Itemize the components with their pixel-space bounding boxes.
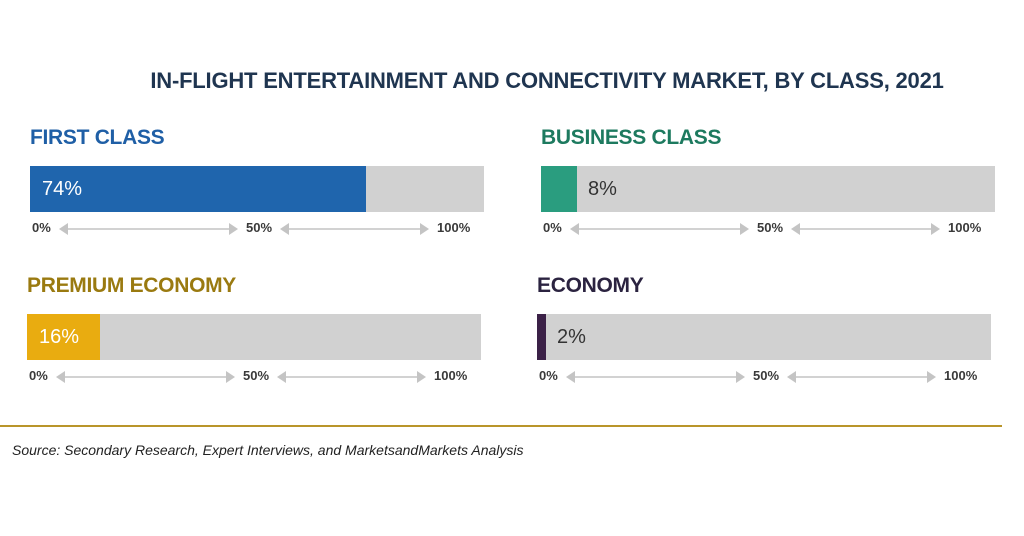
scale-arrows xyxy=(570,223,940,235)
scale-axis: 0% 50% 100% xyxy=(537,366,991,390)
category-label: ECONOMY xyxy=(537,274,644,297)
value-label: 8% xyxy=(588,178,617,200)
bar-fill xyxy=(541,166,577,212)
value-label: 2% xyxy=(557,326,586,348)
divider-line xyxy=(0,425,1002,427)
scale-tick-label: 50% xyxy=(753,368,780,383)
double-arrow-icon xyxy=(277,371,426,383)
scale-tick-label: 0% xyxy=(543,220,562,235)
scale-tick-label: 100% xyxy=(944,368,978,383)
double-arrow-icon xyxy=(280,223,429,235)
bar-track: 2% xyxy=(537,314,991,360)
double-arrow-icon xyxy=(791,223,940,235)
scale-arrows xyxy=(59,223,429,235)
bar-fill xyxy=(27,314,100,360)
scale-tick-label: 100% xyxy=(437,220,471,235)
double-arrow-icon xyxy=(56,371,235,383)
scale-axis: 0% 50% 100% xyxy=(27,366,481,390)
scale-arrows xyxy=(56,371,426,383)
scale-tick-label: 50% xyxy=(243,368,270,383)
bar-track: 74% xyxy=(30,166,484,212)
scale-tick-label: 0% xyxy=(32,220,51,235)
bar-track: 16% xyxy=(27,314,481,360)
category-label: BUSINESS CLASS xyxy=(541,126,722,149)
value-label: 16% xyxy=(39,326,80,348)
scale-tick-label: 50% xyxy=(757,220,784,235)
value-label: 74% xyxy=(42,178,83,200)
scale-tick-label: 0% xyxy=(539,368,558,383)
scale-tick-label: 100% xyxy=(434,368,468,383)
category-label: FIRST CLASS xyxy=(30,126,165,149)
chart-title: IN-FLIGHT ENTERTAINMENT AND CONNECTIVITY… xyxy=(150,68,944,93)
double-arrow-icon xyxy=(59,223,238,235)
double-arrow-icon xyxy=(566,371,745,383)
double-arrow-icon xyxy=(570,223,749,235)
double-arrow-icon xyxy=(787,371,936,383)
bar-fill xyxy=(537,314,546,360)
scale-tick-label: 0% xyxy=(29,368,48,383)
bar-track: 8% xyxy=(541,166,995,212)
scale-arrows xyxy=(566,371,936,383)
scale-tick-label: 50% xyxy=(246,220,273,235)
category-label: PREMIUM ECONOMY xyxy=(27,274,237,297)
scale-tick-label: 100% xyxy=(948,220,982,235)
bar-fill xyxy=(30,166,366,212)
source-note: Source: Secondary Research, Expert Inter… xyxy=(12,442,524,458)
scale-axis: 0% 50% 100% xyxy=(541,218,995,242)
scale-axis: 0% 50% 100% xyxy=(30,218,484,242)
